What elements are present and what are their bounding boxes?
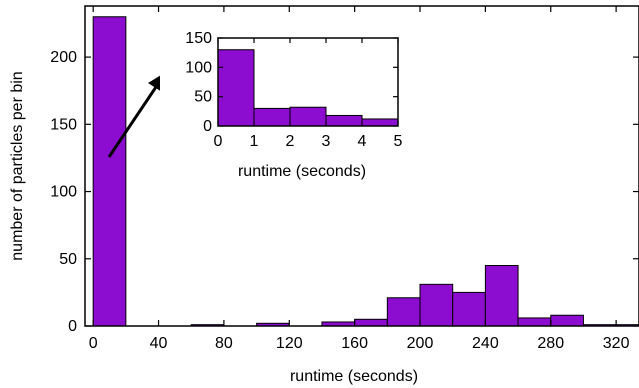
main-bar-9 (386, 297, 421, 327)
main-y-tick-label-1: 50 (59, 251, 77, 268)
inset-x-tick-label-2: 2 (286, 133, 295, 150)
inset-bar-1 (253, 107, 291, 127)
main-bar-14 (550, 314, 584, 327)
inset-y-tick-label-1: 50 (194, 89, 212, 106)
inset-bar-2 (289, 106, 327, 127)
main-y-tick-label-3: 150 (50, 116, 77, 133)
main-x-tick-label-6: 240 (472, 335, 499, 352)
inset-x-tick-label-0: 0 (214, 133, 223, 150)
inset-y-tick-label-0: 0 (203, 118, 212, 135)
main-bar-12 (484, 264, 519, 327)
inset-x-tick-label-3: 3 (322, 133, 331, 150)
main-bar-0 (92, 16, 127, 327)
main-y-tick-label-0: 0 (68, 318, 77, 335)
inset-plot-frame (217, 37, 399, 127)
main-x-tick-label-8: 320 (603, 335, 630, 352)
inset-bar-4 (361, 118, 399, 127)
main-x-tick-label-1: 40 (150, 335, 168, 352)
inset-x-tick-label-4: 4 (358, 133, 367, 150)
inset-x-axis-label: runtime (seconds) (238, 163, 366, 180)
inset-y-tick-label-3: 150 (185, 30, 212, 47)
main-bar-10 (419, 283, 454, 327)
inset-y-tick-label-2: 100 (185, 59, 212, 76)
main-bar-8 (354, 318, 388, 327)
main-x-tick-label-3: 120 (276, 335, 303, 352)
main-bar-13 (517, 317, 552, 327)
main-x-tick-label-0: 0 (89, 335, 98, 352)
main-x-tick-label-7: 280 (537, 335, 564, 352)
inset-background (160, 24, 410, 184)
main-x-axis-label: runtime (seconds) (290, 368, 418, 385)
inset-x-tick-label-5: 5 (394, 133, 403, 150)
main-bar-11 (452, 291, 486, 327)
inset-x-tick-label-1: 1 (250, 133, 259, 150)
main-y-axis-label: number of particles per bin (9, 71, 26, 260)
inset-bar-0 (217, 49, 255, 127)
inset-bar-3 (325, 114, 363, 127)
main-x-tick-label-4: 160 (341, 335, 368, 352)
main-y-tick-label-2: 100 (50, 184, 77, 201)
main-x-tick-label-5: 200 (407, 335, 434, 352)
main-plot-frame (84, 5, 639, 327)
inset-bars (217, 49, 399, 127)
main-bars (92, 16, 639, 327)
main-y-tick-label-4: 200 (50, 49, 77, 66)
main-x-tick-label-2: 80 (215, 335, 233, 352)
